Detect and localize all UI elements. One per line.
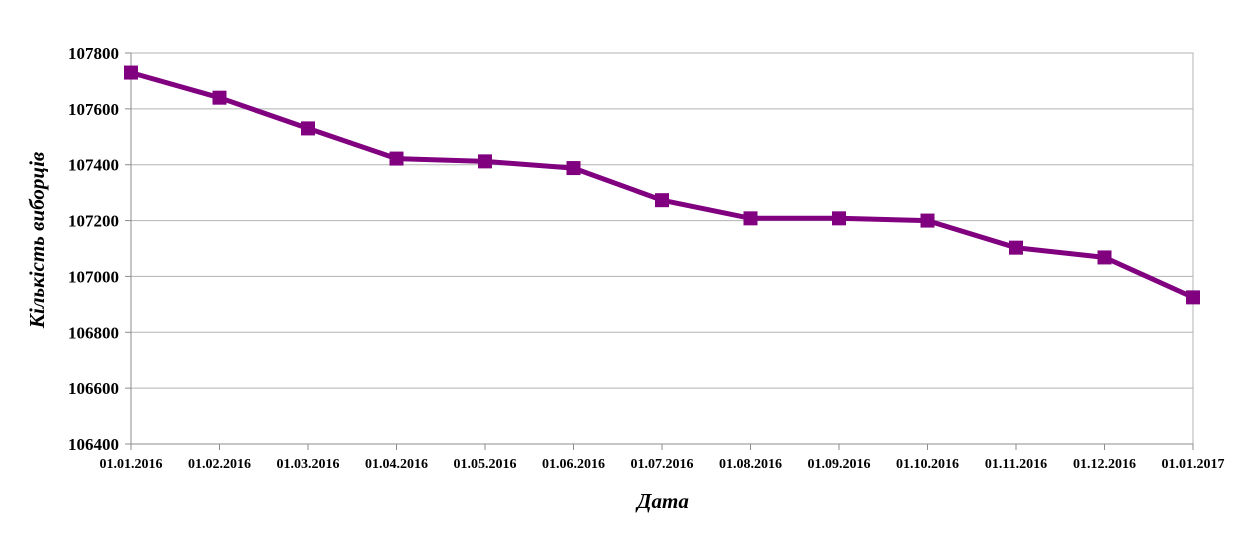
data-point-marker — [832, 211, 846, 226]
gridlines — [131, 52, 1193, 445]
x-tick-label: 01.01.2017 — [1162, 457, 1225, 472]
data-point-marker — [301, 121, 315, 136]
x-tick-label: 01.02.2016 — [188, 457, 251, 472]
y-tick-label: 106400 — [68, 435, 119, 454]
data-point-marker — [1097, 250, 1112, 265]
x-tick-label: 01.03.2016 — [277, 457, 340, 472]
y-tick-label: 107600 — [68, 100, 119, 119]
x-tick-label: 01.06.2016 — [542, 457, 605, 472]
x-tick-label: 01.07.2016 — [631, 457, 694, 472]
y-tick-label: 106800 — [68, 323, 119, 342]
x-axis-title: Дата — [635, 489, 689, 513]
x-axis-ticks: 01.01.2016 01.02.2016 01.03.2016 01.04.2016… — [100, 444, 1225, 472]
series-layer — [124, 65, 1200, 305]
data-point-marker — [920, 213, 935, 228]
data-point-marker — [655, 193, 669, 208]
y-axis-ticks: 106400 106600 106800 107000 107200 107400 1076… — [68, 44, 131, 454]
data-point-marker — [389, 151, 404, 166]
data-point-marker — [743, 211, 758, 226]
data-point-marker — [1009, 240, 1023, 255]
x-tick-label: 01.09.2016 — [808, 457, 871, 472]
data-point-marker — [478, 154, 492, 169]
y-tick-label: 106600 — [68, 379, 119, 398]
x-tick-label: 01.01.2016 — [100, 457, 163, 472]
x-tick-label: 01.04.2016 — [365, 457, 428, 472]
data-point-marker — [124, 65, 138, 80]
data-point-marker — [1186, 290, 1200, 305]
y-tick-label: 107000 — [68, 267, 119, 286]
data-point-marker — [212, 90, 227, 105]
x-tick-label: 01.05.2016 — [454, 457, 517, 472]
y-tick-label: 107800 — [68, 44, 119, 63]
x-tick-label: 01.11.2016 — [985, 457, 1047, 472]
x-tick-label: 01.08.2016 — [719, 457, 782, 472]
y-axis-title: Кількість виборців — [25, 151, 49, 329]
y-tick-label: 107200 — [68, 212, 119, 231]
y-tick-label: 107400 — [68, 156, 119, 175]
series-line — [130, 70, 1195, 300]
x-tick-label: 01.10.2016 — [896, 457, 959, 472]
data-point-marker — [566, 161, 581, 176]
x-tick-label: 01.12.2016 — [1073, 457, 1136, 472]
